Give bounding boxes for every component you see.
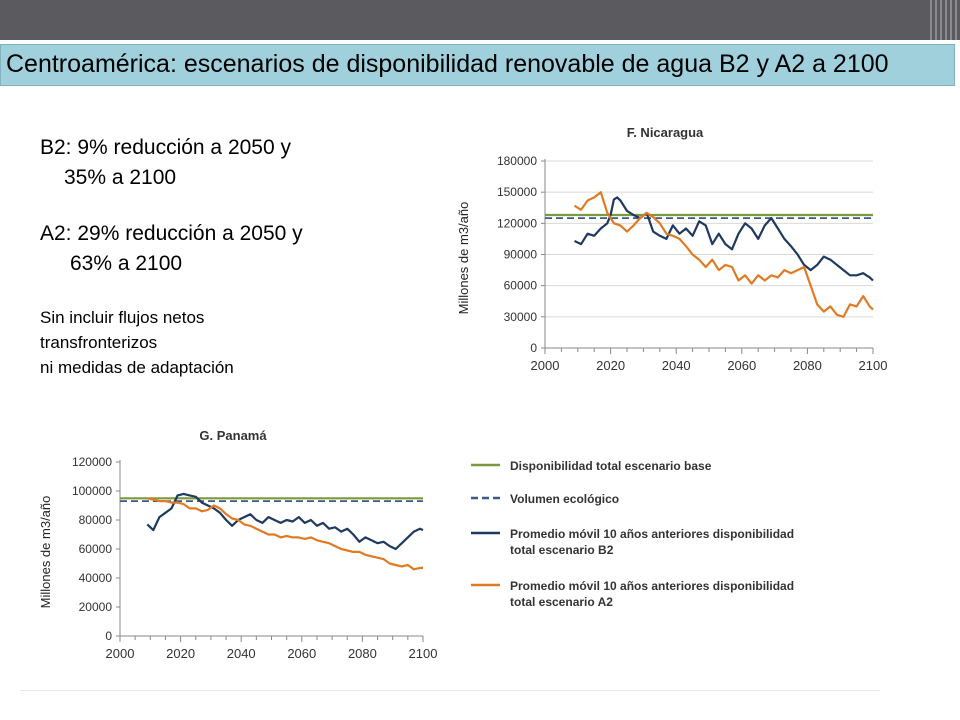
chart1-ylabel: Millones de m3/año: [456, 202, 471, 315]
chart2-ytick-label: 100000: [72, 484, 112, 498]
legend-label-3: Promedio móvil 10 años anteriores dispon…: [510, 527, 794, 541]
note-extra-line3: ni medidas de adaptación: [40, 358, 234, 377]
chart2-ytick-label: 0: [105, 629, 112, 643]
chart2-ylabel: Millones de m3/año: [38, 496, 53, 609]
slide-top-bar: [0, 0, 960, 40]
footer-divider: [20, 690, 880, 691]
chart2-series-A2: [147, 497, 423, 571]
chart2-xtick-label: 2060: [287, 646, 316, 661]
note-extra-line1: Sin incluir flujos netos: [40, 308, 205, 327]
note-a2-line2: 63% a 2100: [70, 252, 183, 275]
chart1-xtick-label: 2020: [596, 358, 625, 373]
chart2-ytick-label: 80000: [79, 513, 113, 527]
chart2-ytick-label: 20000: [79, 600, 113, 614]
legend-label-2: Volumen ecológico: [510, 492, 619, 506]
chart2-xtick-label: 2000: [106, 646, 135, 661]
chart2-xtick-label: 2100: [409, 646, 438, 661]
note-b2-line2: 35% a 2100: [64, 166, 177, 189]
chart1-series-A2: [573, 191, 874, 318]
chart1-series-B2: [574, 196, 874, 282]
chart1-xtick-label: 2040: [662, 358, 691, 373]
slide-top-stripes: [930, 0, 960, 40]
chart1-xtick-label: 2080: [793, 358, 822, 373]
chart2-series-B2: [146, 492, 424, 551]
chart1-ytick-label: 120000: [497, 216, 537, 230]
chart2-ytick-label: 120000: [72, 455, 112, 469]
chart2-ytick-label: 40000: [79, 571, 113, 585]
chart2-xtick-label: 2040: [227, 646, 256, 661]
chart2-title: G. Panamá: [199, 428, 267, 443]
note-extra-line2: transfronterizos: [40, 333, 158, 352]
chart1-xtick-label: 2100: [859, 358, 888, 373]
chart1-xtick-label: 2000: [531, 358, 560, 373]
note-a2-line1: A2: 29% reducción a 2050 y: [40, 222, 303, 245]
legend-label-3: total escenario B2: [510, 543, 614, 557]
chart1-ytick-label: 150000: [497, 185, 537, 199]
legend-label-4: Promedio móvil 10 años anteriores dispon…: [510, 579, 794, 593]
chart1-title: F. Nicaragua: [627, 125, 704, 140]
legend-label-1: Disponibilidad total escenario base: [510, 459, 712, 473]
chart1-ytick-label: 0: [530, 341, 537, 355]
note-b2-line1: B2: 9% reducción a 2050 y: [40, 136, 291, 159]
chart2-xtick-label: 2020: [166, 646, 195, 661]
chart2-xtick-label: 2080: [348, 646, 377, 661]
legend-label-4: total escenario A2: [510, 595, 613, 609]
slide-title: Centroamérica: escenarios de disponibili…: [6, 50, 889, 78]
chart1-ytick-label: 90000: [504, 248, 538, 262]
title-box: [0, 44, 955, 86]
chart2-ytick-label: 60000: [79, 542, 113, 556]
chart1-ytick-label: 30000: [504, 310, 538, 324]
chart1-ytick-label: 180000: [497, 154, 537, 168]
legend: Disponibilidad total escenario base Volum…: [471, 459, 794, 609]
chart1-xtick-label: 2060: [727, 358, 756, 373]
chart1-ytick-label: 60000: [504, 279, 538, 293]
